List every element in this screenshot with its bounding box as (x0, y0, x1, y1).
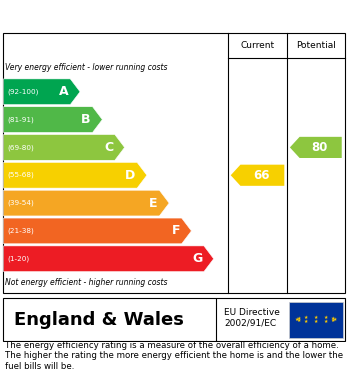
Polygon shape (3, 246, 214, 272)
Text: ★: ★ (314, 315, 318, 320)
Text: E: E (149, 197, 158, 210)
Text: Energy Efficiency Rating: Energy Efficiency Rating (10, 7, 220, 23)
Text: Very energy efficient - lower running costs: Very energy efficient - lower running co… (5, 63, 168, 72)
Text: England & Wales: England & Wales (14, 310, 184, 329)
Polygon shape (3, 218, 191, 244)
Text: ★: ★ (297, 318, 301, 323)
Text: (92-100): (92-100) (8, 88, 39, 95)
Text: 66: 66 (253, 169, 269, 182)
Text: D: D (125, 169, 135, 182)
Text: (39-54): (39-54) (8, 200, 34, 206)
Text: F: F (172, 224, 180, 237)
Text: ★: ★ (297, 316, 301, 321)
Text: ★: ★ (294, 317, 299, 322)
Text: ★: ★ (323, 319, 327, 324)
Text: G: G (192, 252, 202, 265)
Text: Potential: Potential (296, 41, 336, 50)
Text: ★: ★ (330, 318, 334, 323)
Polygon shape (3, 162, 147, 188)
Polygon shape (290, 137, 342, 158)
Polygon shape (231, 165, 284, 186)
Text: A: A (59, 85, 69, 98)
Text: ★: ★ (333, 317, 337, 322)
Text: ★: ★ (323, 315, 327, 320)
FancyBboxPatch shape (3, 298, 345, 341)
Text: ★: ★ (330, 316, 334, 321)
Text: (69-80): (69-80) (8, 144, 34, 151)
Text: (21-38): (21-38) (8, 228, 34, 234)
Polygon shape (3, 107, 102, 133)
Polygon shape (3, 190, 169, 216)
Text: (1-20): (1-20) (8, 255, 30, 262)
Text: 80: 80 (311, 141, 327, 154)
Text: Not energy efficient - higher running costs: Not energy efficient - higher running co… (5, 278, 168, 287)
Text: B: B (81, 113, 91, 126)
Text: ★: ★ (304, 315, 308, 320)
FancyBboxPatch shape (289, 302, 343, 337)
Polygon shape (3, 79, 80, 105)
Text: Current: Current (240, 41, 275, 50)
Text: The energy efficiency rating is a measure of the overall efficiency of a home. T: The energy efficiency rating is a measur… (5, 341, 343, 371)
Text: (55-68): (55-68) (8, 172, 34, 179)
Text: (81-91): (81-91) (8, 117, 34, 123)
Text: C: C (104, 141, 113, 154)
Text: ★: ★ (304, 319, 308, 324)
Text: EU Directive
2002/91/EC: EU Directive 2002/91/EC (224, 308, 280, 327)
Polygon shape (3, 135, 125, 160)
FancyBboxPatch shape (3, 33, 345, 292)
Text: ★: ★ (314, 319, 318, 324)
